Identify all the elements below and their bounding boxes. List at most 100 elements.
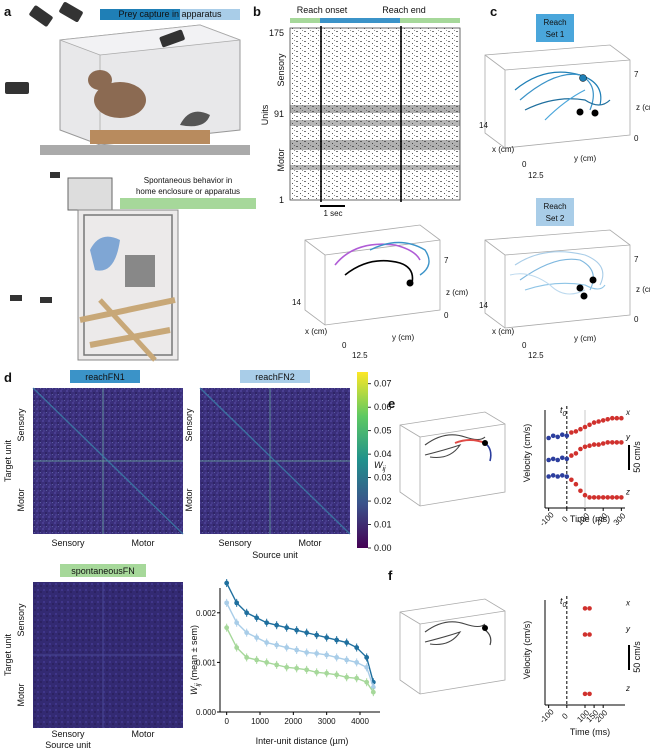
vel-point-y xyxy=(569,453,574,458)
c-set1-badge xyxy=(536,14,574,42)
d-line-plot: 0.000 0.001 0.002 0 1000 2000 3000 4000 xyxy=(196,579,380,726)
vel-point-y xyxy=(591,442,597,447)
d2-source-unit: Source unit xyxy=(252,550,298,560)
line-point xyxy=(284,645,290,650)
colorbar-tick-label: 0.06 xyxy=(374,402,392,412)
line-point xyxy=(364,655,370,660)
c-set2-line2: Set 2 xyxy=(546,214,565,223)
line-point xyxy=(294,647,300,653)
vel-point-x xyxy=(550,433,556,439)
line-point xyxy=(364,664,370,670)
vel-point-x xyxy=(569,430,574,435)
vel-point-y xyxy=(573,451,579,456)
enclosure-illustration xyxy=(10,172,179,362)
b-y-label: y (cm) xyxy=(392,333,415,342)
vel-point-x xyxy=(546,435,551,441)
b-reach-bar xyxy=(320,18,400,23)
c1-x-14: 14 xyxy=(479,121,488,130)
vel-point-y xyxy=(587,443,592,449)
line-point xyxy=(370,684,376,690)
vel-point-x xyxy=(587,422,592,428)
line-point xyxy=(354,645,360,650)
b-motor-label: Motor xyxy=(276,148,286,171)
line-series-2 xyxy=(226,627,374,693)
vel-point-y xyxy=(600,441,606,446)
d3-source-unit: Source unit xyxy=(45,740,91,750)
d-matrix2-diag xyxy=(199,387,351,535)
f-ylabel: Velocity (cm/s) xyxy=(522,621,532,680)
colorbar-tick-label: 0.04 xyxy=(374,449,392,459)
line-point xyxy=(234,645,240,650)
line-xtick-label: 1000 xyxy=(251,717,269,726)
vel-point-z xyxy=(582,492,588,498)
vel-point-x xyxy=(564,433,570,439)
d3-motor-y: Motor xyxy=(16,683,26,706)
line-point xyxy=(294,627,300,633)
line-point xyxy=(264,660,270,665)
vel-point-y xyxy=(559,455,565,461)
b-x-14: 14 xyxy=(292,298,301,307)
f-traj-gray1 xyxy=(424,621,486,633)
line-series-1 xyxy=(226,602,374,688)
c1-y-125: 12.5 xyxy=(528,171,544,180)
colorbar-tick-label: 0.01 xyxy=(374,520,392,530)
vel-point-y xyxy=(596,442,601,447)
vel-point-x xyxy=(605,417,611,422)
line-ytick-label: 0.000 xyxy=(196,708,217,717)
f-scale-label: 50 cm/s xyxy=(632,641,642,673)
d-line-xlabel: Inter-unit distance (µm) xyxy=(256,736,349,746)
prey-bar-right xyxy=(180,9,240,20)
vel-xtick-label: -100 xyxy=(538,707,556,725)
line-xtick-label: 2000 xyxy=(284,717,302,726)
line-point xyxy=(254,615,260,621)
vel-point-z xyxy=(555,474,561,479)
vel-xtick-label: 0 xyxy=(560,711,570,721)
line-xtick-label: 0 xyxy=(224,717,229,726)
e-traj-gray2 xyxy=(424,443,462,459)
vel-point-z xyxy=(591,495,597,500)
d3-sensory-y: Sensory xyxy=(16,603,26,637)
colorbar-tick-label: 0.05 xyxy=(374,426,392,436)
d3-target-unit: Target unit xyxy=(3,633,13,676)
c1-dot1 xyxy=(576,108,584,116)
vel-point-z xyxy=(573,481,579,487)
line-point xyxy=(274,622,280,628)
b-traj-box xyxy=(304,224,441,326)
c1-z-label: z (cm) xyxy=(636,103,650,112)
b-tick-175: 175 xyxy=(269,28,284,38)
vel-point-y xyxy=(619,440,624,445)
c2-z-0: 0 xyxy=(634,315,639,324)
c-traj-set1 xyxy=(514,71,611,121)
d-matrix1-diag xyxy=(32,387,184,535)
e-traj-endpoint xyxy=(482,440,488,446)
line-point xyxy=(364,679,370,685)
line-ytick-label: 0.001 xyxy=(196,658,217,667)
b-units-label: Units xyxy=(260,104,270,125)
vel-point-z xyxy=(550,473,556,478)
vel-point-x xyxy=(559,432,565,438)
c2-y-125: 12.5 xyxy=(528,351,544,360)
line-point xyxy=(274,662,280,668)
prey-bar-left xyxy=(100,9,180,20)
line-point xyxy=(344,640,350,645)
vel-point-z xyxy=(559,473,565,478)
vel-point-x xyxy=(555,434,561,440)
e-ylabel: Velocity (cm/s) xyxy=(522,424,532,483)
line-point xyxy=(284,625,290,631)
vel-point-y xyxy=(546,457,551,463)
b-tick-91: 91 xyxy=(274,109,284,119)
line-point xyxy=(294,665,300,671)
line-point xyxy=(284,664,290,670)
reach-onset-label: Reach onset xyxy=(297,5,348,15)
spont-label-2: home enclosure or apparatus xyxy=(136,187,240,196)
line-point xyxy=(324,652,330,658)
f-traj-tail xyxy=(484,629,492,646)
b-z-label: z (cm) xyxy=(446,288,469,297)
panel-e-letter: e xyxy=(388,396,395,411)
vel-point-z xyxy=(619,495,624,500)
line-point xyxy=(344,674,350,680)
c2-z-7: 7 xyxy=(634,255,639,264)
vel-comp-label: y xyxy=(625,432,631,441)
panel-b-letter: b xyxy=(253,4,261,19)
vel-point-y xyxy=(609,440,615,445)
